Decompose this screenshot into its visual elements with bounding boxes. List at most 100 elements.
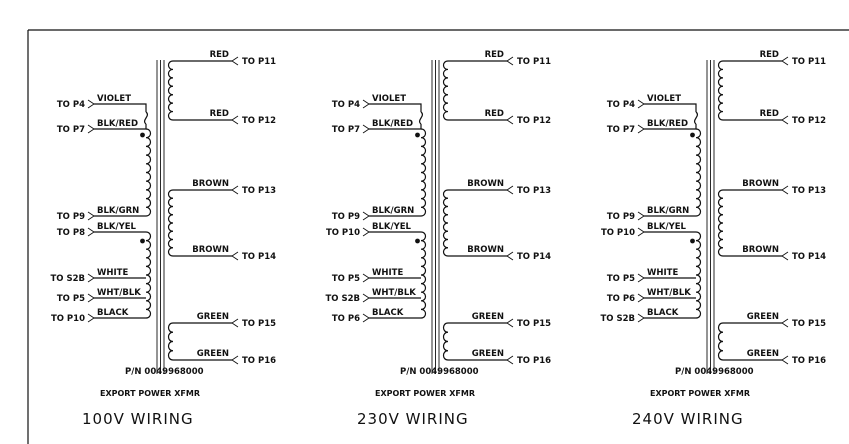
secondary-terminal-label: TO P12 [792,116,826,126]
secondary-terminal-label: TO P13 [517,186,551,196]
primary-wire-color-label: VIOLET [372,94,406,104]
polarity-dot [690,132,695,138]
part-number-label: P/N 0049968000 [125,367,204,377]
connector-arrow-icon [506,318,514,328]
connector-arrow-icon [637,211,645,221]
connector-arrow-icon [637,124,645,134]
primary-terminal-label: TO P7 [57,125,85,135]
secondary-winding [717,189,724,257]
primary-winding-lower [695,231,702,319]
connector-arrow-icon [231,115,239,125]
secondary-wire-color-label: RED [210,109,229,119]
polarity-dot [140,238,145,244]
secondary-terminal-label: TO P14 [517,252,551,262]
secondary-terminal-label: TO P12 [242,116,276,126]
secondary-terminal-label: TO P12 [517,116,551,126]
primary-wire-color-label: BLK/YEL [97,222,137,232]
primary-wire-color-label: VIOLET [97,94,131,104]
secondary-winding [167,60,174,121]
secondary-winding [717,60,724,121]
primary-wire-color-label: WHITE [97,268,128,278]
connector-arrow-icon [231,318,239,328]
connector-arrow-icon [637,293,645,303]
primary-wire-color-label: BLACK [372,308,404,318]
secondary-winding [442,189,449,257]
connector-arrow-icon [781,115,789,125]
connector-arrow-icon [87,211,95,221]
connector-arrow-icon [362,273,370,283]
primary-wire-color-label: VIOLET [647,94,681,104]
primary-terminal-label: TO P5 [607,274,635,284]
primary-terminal-label: TO P9 [57,212,85,222]
secondary-terminal-label: TO P15 [517,319,551,329]
secondary-terminal-label: TO P11 [242,57,276,67]
primary-wire-color-label: WHITE [372,268,403,278]
primary-terminal-label: TO P5 [332,274,360,284]
primary-wire-color-label: WHITE [647,268,678,278]
connector-arrow-icon [87,313,95,323]
primary-terminal-label: TO P7 [607,125,635,135]
transformer-caption: EXPORT POWER XFMR [650,389,750,398]
secondary-winding [442,322,449,361]
secondary-terminal-label: TO P16 [242,356,276,366]
connector-arrow-icon [637,99,645,109]
primary-wire-color-label: BLACK [647,308,679,318]
primary-terminal-label: TO P10 [326,228,360,238]
primary-terminal-label: TO P5 [57,294,85,304]
primary-terminal-label: TO P9 [332,212,360,222]
secondary-wire-color-label: GREEN [197,349,229,359]
secondary-terminal-label: TO P13 [792,186,826,196]
primary-wire-color-label: WHT/BLK [647,288,691,298]
primary-wire-color-label: BLK/RED [97,119,138,129]
primary-wire-color-label: BLK/YEL [647,222,687,232]
primary-winding-upper [695,128,702,217]
secondary-wire-color-label: BROWN [467,245,504,255]
connector-arrow-icon [781,56,789,66]
connector-arrow-icon [506,185,514,195]
primary-wire [94,103,147,112]
secondary-winding [442,60,449,121]
connector-arrow-icon [87,273,95,283]
secondary-winding [167,322,174,361]
primary-wire [644,103,697,112]
connector-arrow-icon [637,313,645,323]
connector-arrow-icon [362,313,370,323]
secondary-wire-color-label: BROWN [192,245,229,255]
connector-arrow-icon [87,293,95,303]
connector-arrow-icon [506,56,514,66]
secondary-wire-color-label: RED [760,50,779,60]
secondary-wire-color-label: RED [760,109,779,119]
primary-terminal-label: TO P4 [607,100,635,110]
polarity-dot [415,132,420,138]
primary-winding-upper [420,128,427,217]
secondary-terminal-label: TO P11 [517,57,551,67]
primary-wire-color-label: BLK/GRN [372,206,414,216]
secondary-wire-color-label: BROWN [192,179,229,189]
transformer-panel: VIOLET TO P4 BLK/RED TO P7 BLK/GRN TO P9 BLK/Y… [326,50,552,428]
secondary-wire-color-label: GREEN [747,312,779,322]
primary-terminal-label: TO P10 [51,314,85,324]
secondary-wire-color-label: BROWN [467,179,504,189]
secondary-terminal-label: TO P14 [792,252,826,262]
primary-tap-coil [418,111,424,125]
primary-wire-color-label: BLK/RED [372,119,413,129]
secondary-winding [167,189,174,257]
connector-arrow-icon [506,115,514,125]
secondary-terminal-label: TO P15 [792,319,826,329]
connector-arrow-icon [781,318,789,328]
primary-wire [369,103,422,112]
primary-wire-color-label: BLK/RED [647,119,688,129]
primary-terminal-label: TO P4 [57,100,85,110]
connector-arrow-icon [781,355,789,365]
primary-terminal-label: TO P6 [332,314,360,324]
secondary-wire-color-label: BROWN [742,245,779,255]
primary-wire-color-label: BLK/GRN [97,206,139,216]
connector-arrow-icon [231,185,239,195]
connector-arrow-icon [87,124,95,134]
primary-terminal-label: TO S2B [601,314,636,324]
transformer-panel: VIOLET TO P4 BLK/RED TO P7 BLK/GRN TO P9 BLK/Y… [51,50,277,428]
connector-arrow-icon [362,293,370,303]
secondary-terminal-label: TO P13 [242,186,276,196]
part-number-label: P/N 0049968000 [400,367,479,377]
primary-winding-lower [420,231,427,319]
